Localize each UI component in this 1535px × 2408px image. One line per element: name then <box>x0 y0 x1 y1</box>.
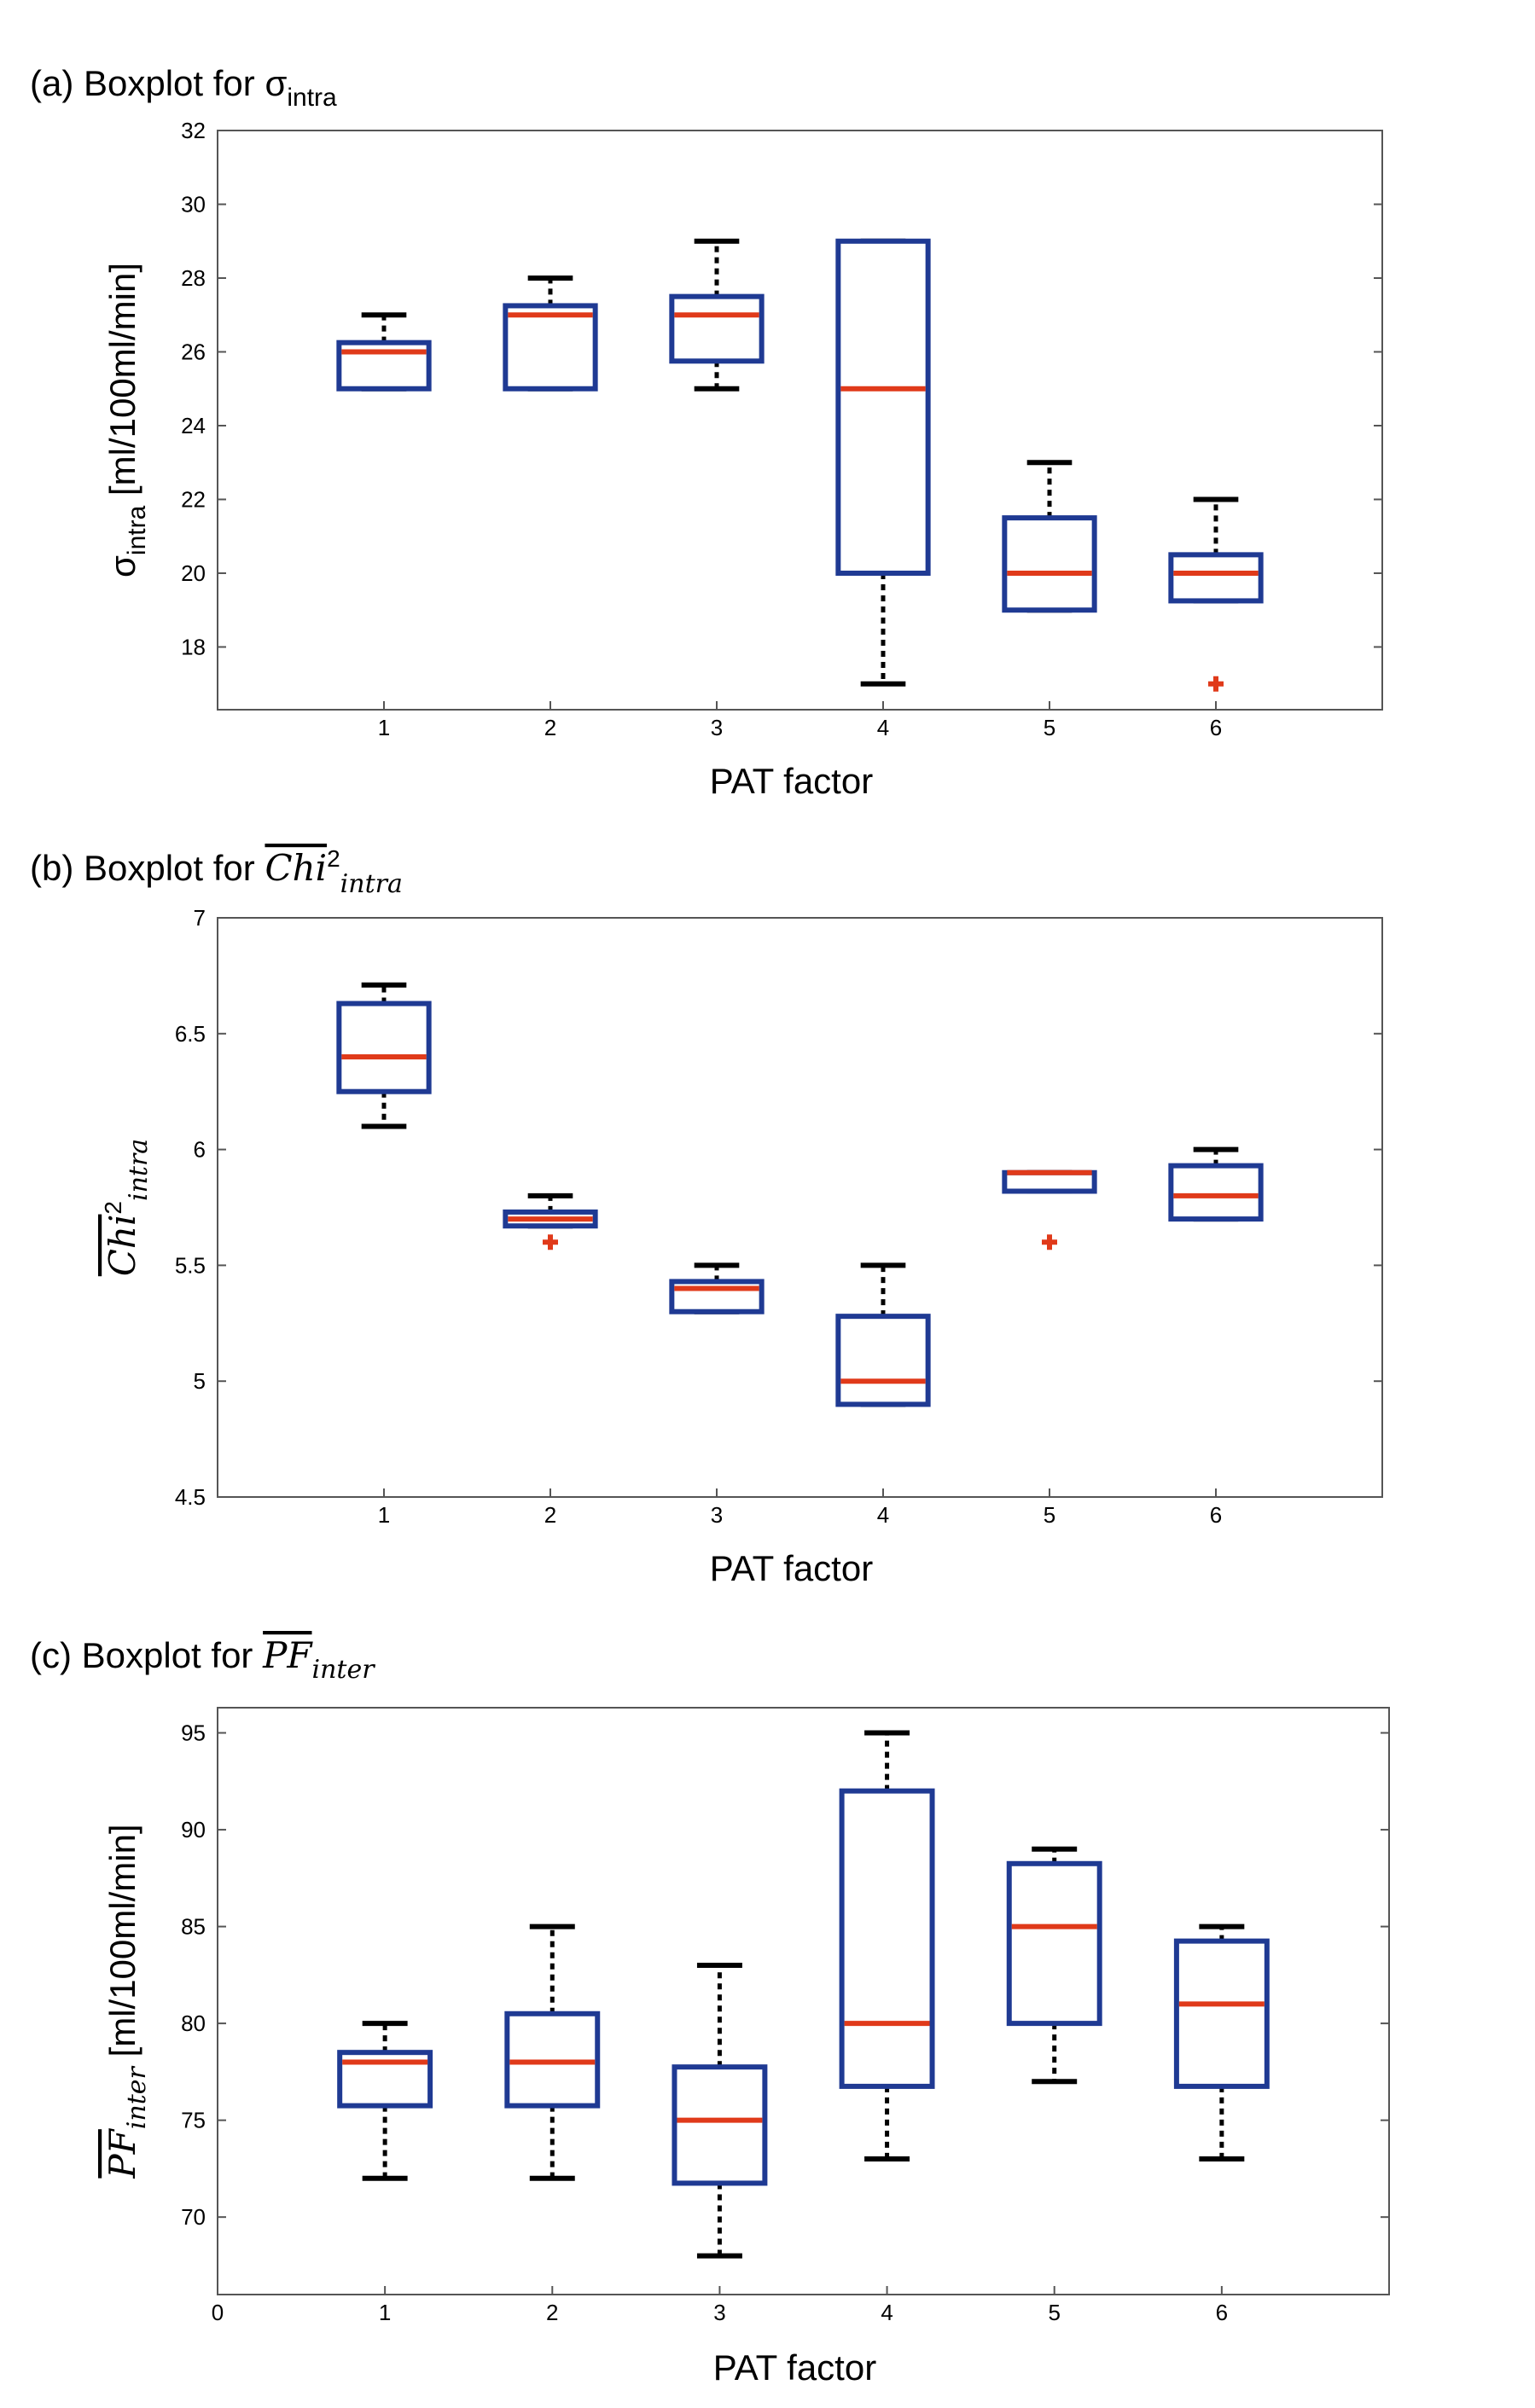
chart-panel-2: (b) Boxplot for Chi2intra 4.5 5 5.5 6 6.5 7 1 2 3… <box>30 845 1383 1588</box>
y-tick-label: 90 <box>181 1817 206 1842</box>
y-tick-label: 5 <box>194 1368 206 1394</box>
x-tick-label: 2 <box>546 2300 558 2325</box>
plot-frame <box>217 917 1383 1498</box>
box-pat-4 <box>835 238 931 687</box>
x-tick-label: 0 <box>212 2300 224 2325</box>
iqr-box <box>336 1001 432 1094</box>
y-tick-label: 4.5 <box>175 1484 206 1510</box>
panel-title: (b) Boxplot for Chi2intra <box>30 845 403 899</box>
box-pat-3 <box>669 238 765 392</box>
box-pat-2 <box>503 275 598 392</box>
x-tick-label: 3 <box>711 1502 723 1528</box>
box-pat-6 <box>1168 1146 1264 1222</box>
y-tick-label: 28 <box>181 265 206 291</box>
x-tick-label: 5 <box>1048 2300 1060 2325</box>
x-tick-label: 1 <box>379 2300 391 2325</box>
x-tick-label: 6 <box>1210 1502 1222 1528</box>
box-pat-3 <box>669 1262 765 1314</box>
x-tick-label: 4 <box>877 1502 889 1528</box>
y-tick-label: 30 <box>181 191 206 217</box>
x-tick-label: 3 <box>713 2300 725 2325</box>
y-tick-label: 95 <box>181 1720 206 1746</box>
box-pat-5 <box>1002 1169 1097 1250</box>
iqr-box <box>1002 1169 1097 1194</box>
y-tick-label: 75 <box>181 2108 206 2133</box>
iqr-box <box>1168 1163 1264 1222</box>
x-tick-label: 6 <box>1210 715 1222 740</box>
iqr-box <box>1168 552 1264 604</box>
y-tick-label: 70 <box>181 2204 206 2230</box>
x-tick-label: 1 <box>378 1502 390 1528</box>
x-tick-label: 2 <box>544 715 556 740</box>
y-axis-label: PFinter [ml/100ml/min] <box>102 1824 152 2179</box>
box-pat-4 <box>835 1262 931 1407</box>
iqr-box <box>669 293 765 364</box>
box-pat-1 <box>337 2021 433 2181</box>
chart-panel-3: (c) Boxplot for PFinter 70 75 80 85 90 95 0 1 2 3 4… <box>30 1634 1390 2388</box>
x-axis-label: PAT factor <box>713 2347 876 2388</box>
box-pat-2 <box>504 1923 601 2181</box>
y-tick-label: 6 <box>194 1137 206 1163</box>
y-axis-label: Chi2intra <box>100 1139 154 1276</box>
plot-frame <box>217 130 1383 711</box>
x-axis-label: PAT factor <box>710 761 873 801</box>
x-axis-label: PAT factor <box>710 1548 873 1588</box>
box-pat-1 <box>336 982 432 1129</box>
y-tick-label: 6.5 <box>175 1021 206 1047</box>
x-tick-label: 5 <box>1044 715 1055 740</box>
y-tick-label: 80 <box>181 2011 206 2036</box>
x-tick-label: 6 <box>1216 2300 1228 2325</box>
panel-title: (c) Boxplot for PFinter <box>30 1634 375 1685</box>
x-tick-label: 2 <box>544 1502 556 1528</box>
y-tick-label: 85 <box>181 1914 206 1940</box>
x-tick-label: 5 <box>1044 1502 1055 1528</box>
box-pat-3 <box>672 1962 768 2259</box>
iqr-box <box>672 2064 768 2186</box>
iqr-box <box>1006 1860 1102 2027</box>
iqr-box <box>1173 1938 1270 2089</box>
iqr-box <box>1002 515 1097 613</box>
x-tick-label: 4 <box>881 2300 893 2325</box>
y-tick-label: 5.5 <box>175 1252 206 1278</box>
plot-frame <box>217 1707 1390 2295</box>
outlier-marker <box>1042 1234 1057 1250</box>
iqr-box <box>503 303 598 392</box>
iqr-box <box>839 1788 935 2089</box>
y-tick-label: 7 <box>194 905 206 931</box>
x-tick-label: 3 <box>711 715 723 740</box>
y-tick-label: 24 <box>181 413 206 438</box>
y-axis-label: σintra [ml/100ml/min] <box>102 263 151 577</box>
iqr-box <box>835 1314 931 1407</box>
y-tick-label: 32 <box>181 118 206 143</box>
y-tick-label: 22 <box>181 486 206 512</box>
box-pat-6 <box>1168 496 1264 692</box>
x-tick-label: 1 <box>378 715 390 740</box>
x-tick-label: 4 <box>877 715 889 740</box>
panel-title: (a) Boxplot for σintra <box>30 63 337 112</box>
iqr-box <box>835 238 931 576</box>
box-pat-2 <box>503 1192 598 1250</box>
y-tick-label: 26 <box>181 339 206 364</box>
box-pat-1 <box>336 312 432 392</box>
box-pat-5 <box>1006 1846 1102 2085</box>
box-pat-6 <box>1173 1923 1270 2162</box>
y-tick-label: 20 <box>181 560 206 586</box>
box-pat-5 <box>1002 460 1097 613</box>
box-pat-4 <box>839 1730 935 2162</box>
outlier-marker <box>1208 676 1224 692</box>
outlier-marker <box>543 1234 558 1250</box>
y-tick-label: 18 <box>181 634 206 659</box>
